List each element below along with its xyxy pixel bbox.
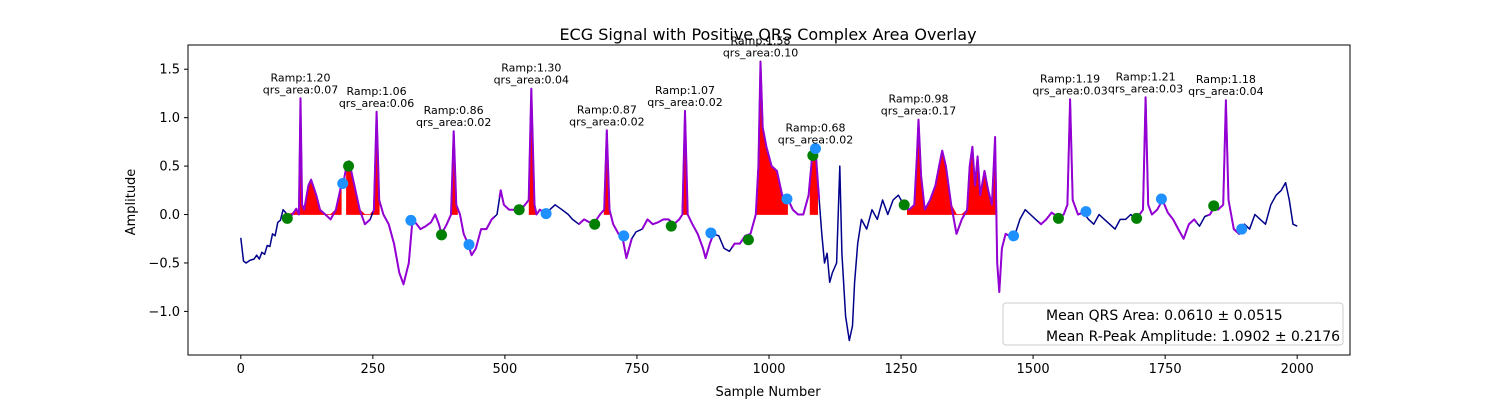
x-tick-label: 1000 — [752, 362, 785, 377]
ramp-annotation: Ramp:1.18 — [1196, 73, 1256, 86]
qrs-area-annotation: qrs_area:0.04 — [494, 74, 569, 87]
legend-box — [1002, 302, 1344, 346]
ramp-annotation: Ramp:0.68 — [785, 122, 845, 135]
qrs-offset-marker — [809, 143, 821, 155]
y-tick-label: 1.0 — [159, 111, 180, 126]
qrs-offset-marker — [618, 230, 630, 242]
qrs-complex-segment — [1037, 98, 1087, 226]
legend: Mean QRS Area: 0.0610 ± 0.0515 Mean R-Pe… — [1002, 302, 1344, 346]
x-tick-label: 1750 — [1149, 362, 1182, 377]
ramp-annotation: Ramp:1.20 — [270, 71, 330, 84]
qrs-onset-marker — [436, 229, 448, 241]
x-tick-label: 1250 — [884, 362, 917, 377]
qrs-offset-marker — [405, 214, 417, 226]
x-tick-label: 2000 — [1281, 362, 1314, 377]
ramp-annotation: Ramp:1.30 — [501, 62, 561, 75]
y-tick-label: 1.5 — [159, 63, 180, 78]
qrs-area-annotation: qrs_area:0.03 — [1032, 84, 1107, 97]
x-tick-label: 500 — [492, 362, 517, 377]
qrs-offset-marker — [705, 227, 717, 239]
legend-entry-mean-r-peak-amplitude: Mean R-Peak Amplitude: 1.0902 ± 0.2176 — [1046, 329, 1340, 345]
qrs-onset-marker — [1052, 212, 1064, 224]
qrs-onset-marker — [665, 220, 677, 232]
ramp-annotation: Ramp:0.87 — [577, 103, 637, 116]
qrs-offset-marker — [337, 178, 349, 190]
qrs-onset-marker — [1131, 212, 1143, 224]
qrs-onset-marker — [513, 204, 525, 216]
y-tick-label: 0.0 — [159, 208, 180, 223]
y-tick-label: 0.5 — [159, 160, 180, 175]
x-axis-label: Sample Number — [715, 385, 821, 400]
ramp-annotation: Ramp:0.86 — [424, 104, 484, 117]
x-tick-label: 250 — [360, 362, 385, 377]
qrs-complex-segment — [1207, 99, 1246, 235]
qrs-area-annotation: qrs_area:0.02 — [647, 96, 722, 109]
qrs-offset-marker — [1236, 223, 1248, 235]
ramp-annotation: Ramp:1.06 — [347, 85, 407, 98]
qrs-area-annotation: qrs_area:0.02 — [778, 134, 853, 147]
qrs-area-annotation: qrs_area:0.04 — [1188, 85, 1263, 98]
qrs-offset-marker — [1155, 193, 1167, 205]
chart-title: ECG Signal with Positive QRS Complex Are… — [559, 25, 976, 44]
ramp-annotation: Ramp:1.19 — [1040, 72, 1100, 85]
qrs-onset-marker — [1208, 200, 1220, 212]
qrs-area-annotation: qrs_area:0.07 — [263, 83, 338, 96]
qrs-offset-marker — [1008, 230, 1020, 242]
qrs-complex-segment — [731, 60, 821, 249]
qrs-area-annotation: qrs_area:0.17 — [881, 105, 956, 118]
qrs-onset-marker — [281, 212, 293, 224]
qrs-area-annotation: qrs_area:0.02 — [569, 115, 644, 128]
qrs-complex-segment — [641, 109, 717, 260]
qrs-complex-segment — [371, 110, 495, 286]
qrs-offset-marker — [463, 239, 475, 251]
y-axis-label: Amplitude — [124, 169, 139, 236]
qrs-onset-marker — [898, 199, 910, 211]
qrs-complex-segment — [498, 87, 546, 216]
qrs-offset-marker — [1080, 206, 1092, 218]
qrs-complex-segment — [1135, 96, 1198, 240]
qrs-area-fill — [287, 98, 342, 215]
x-tick-label: 750 — [625, 362, 650, 377]
axis-ticks: 0 250 500 750 1000 1250 1500 1750 2000 −1.0 −0.5 0.… — [148, 44, 1351, 377]
x-tick-label: 1500 — [1017, 362, 1050, 377]
qrs-onset-marker — [742, 234, 754, 246]
qrs-area-annotation: qrs_area:0.10 — [723, 46, 798, 59]
qrs-onset-marker — [589, 218, 601, 230]
qrs-offset-marker — [540, 208, 552, 220]
qrs-onset-marker — [343, 160, 355, 172]
ramp-annotation: Ramp:1.21 — [1116, 70, 1176, 83]
qrs-complex-segment — [900, 118, 1012, 293]
y-tick-label: −0.5 — [148, 256, 180, 271]
qrs-area-annotation: qrs_area:0.06 — [339, 97, 414, 110]
ramp-annotation: Ramp:0.98 — [888, 93, 948, 106]
qrs-offset-marker — [781, 193, 793, 205]
x-tick-label: 0 — [237, 362, 245, 377]
legend-entry-mean-qrs-area: Mean QRS Area: 0.0610 ± 0.0515 — [1046, 308, 1283, 324]
ramp-annotation: Ramp:1.58 — [731, 34, 791, 47]
qrs-area-annotation: qrs_area:0.03 — [1108, 82, 1183, 95]
ramp-annotation: Ramp:1.07 — [655, 84, 715, 97]
qrs-area-annotation: qrs_area:0.02 — [416, 116, 491, 129]
y-tick-label: −1.0 — [148, 305, 180, 320]
